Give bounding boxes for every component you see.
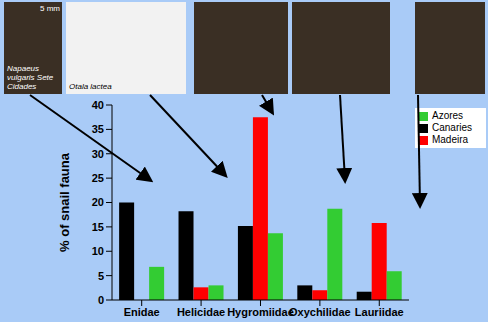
html-text:Canaries: Canaries (432, 122, 472, 133)
html-text:5 mm: 5 mm (40, 4, 60, 13)
svg-text:0: 0 (98, 294, 104, 306)
svg-text:40: 40 (92, 99, 104, 111)
svg-text:5: 5 (98, 270, 104, 282)
html-text:Azores: Azores (432, 110, 464, 121)
html-text:Otala lactea: Otala lactea (69, 82, 112, 91)
html-text:Napaeus vulgaris Sete Cidades: Napaeus vulgaris Sete Cidades (7, 64, 54, 91)
svg-text:15: 15 (92, 221, 104, 233)
svg-text:10: 10 (92, 245, 104, 257)
svg-text:20: 20 (92, 196, 104, 208)
svg-text:Hygromiidae: Hygromiidae (227, 306, 294, 318)
svg-text:35: 35 (92, 123, 104, 135)
svg-text:% of snail fauna: % of snail fauna (57, 152, 72, 252)
svg-text:Enidae: Enidae (124, 306, 160, 318)
svg-text:Lauriidae: Lauriidae (355, 306, 404, 318)
svg-text:Helicidae: Helicidae (177, 306, 225, 318)
html-text:Madeira: Madeira (432, 134, 469, 145)
svg-text:Oxychilidae: Oxychilidae (289, 306, 351, 318)
svg-text:25: 25 (92, 172, 104, 184)
svg-text:30: 30 (92, 148, 104, 160)
